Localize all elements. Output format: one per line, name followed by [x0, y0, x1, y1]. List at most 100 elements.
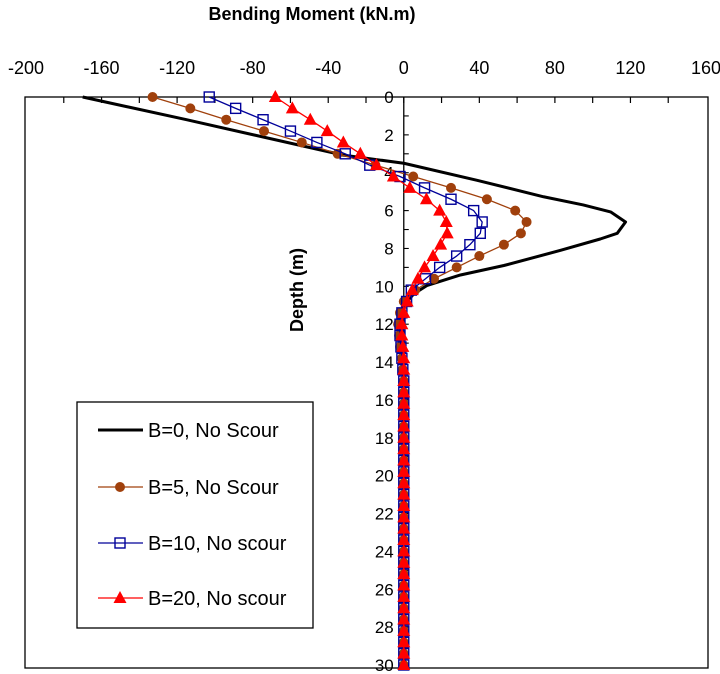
data-point	[403, 180, 417, 193]
data-point	[446, 182, 456, 193]
data-point	[203, 91, 215, 103]
data-point	[221, 114, 232, 125]
data-point	[440, 226, 454, 239]
data-point	[397, 419, 411, 432]
data-point	[411, 271, 425, 284]
x-tick-label: -80	[240, 58, 266, 78]
x-tick-label: 40	[469, 58, 489, 78]
data-point	[418, 260, 432, 273]
data-point	[268, 90, 282, 102]
data-point	[433, 203, 447, 216]
data-point	[397, 544, 411, 557]
data-point	[450, 250, 463, 262]
data-point	[397, 408, 411, 421]
data-point	[185, 103, 196, 114]
data-point	[397, 521, 411, 534]
data-point	[419, 192, 433, 205]
data-point	[339, 148, 351, 160]
y-tick-label: 26	[375, 580, 394, 599]
data-point	[510, 205, 521, 216]
data-point	[397, 430, 411, 443]
x-tick-label: 120	[615, 58, 645, 78]
data-point	[521, 216, 532, 227]
data-point	[474, 227, 486, 240]
data-point	[476, 216, 488, 228]
y-tick-label: 0	[384, 88, 393, 107]
data-point	[303, 112, 317, 125]
y-tick-label: 10	[375, 277, 394, 296]
data-point	[396, 339, 410, 352]
data-point	[397, 555, 411, 568]
legend-label: B=20, No scour	[148, 588, 287, 610]
x-tick-label: 0	[399, 58, 409, 78]
data-point	[397, 646, 411, 659]
x-tick-label: 160	[691, 58, 720, 78]
data-point	[147, 92, 158, 102]
data-point	[259, 126, 269, 137]
data-point	[397, 442, 411, 455]
data-point	[311, 136, 323, 149]
data-point	[397, 487, 411, 500]
data-point	[397, 601, 411, 614]
data-point	[229, 102, 242, 115]
data-point	[498, 239, 509, 250]
y-tick-label: 30	[375, 656, 394, 674]
data-point	[434, 237, 448, 250]
data-point	[397, 510, 411, 523]
series-3	[268, 90, 454, 670]
data-point	[386, 169, 400, 182]
x-tick-label: -160	[84, 58, 120, 78]
data-point	[429, 273, 439, 284]
data-point	[257, 114, 269, 126]
data-point	[395, 317, 409, 330]
data-point	[397, 498, 411, 511]
chart-title: Bending Moment (kN.m)	[209, 4, 416, 24]
legend-item: B=20, No scour	[98, 588, 287, 610]
y-tick-label: 24	[375, 542, 394, 561]
data-point	[397, 476, 411, 489]
x-tick-label: -120	[159, 58, 195, 78]
y-tick-label: 2	[384, 126, 393, 145]
data-point	[296, 137, 307, 148]
y-tick-label: 8	[384, 239, 393, 258]
y-tick-label: 16	[375, 391, 394, 410]
data-point	[397, 578, 411, 591]
data-point	[451, 262, 462, 273]
data-point	[464, 238, 476, 251]
data-point	[397, 658, 411, 670]
data-point	[397, 362, 411, 375]
legend-item: B=5, No Scour	[98, 477, 279, 499]
data-point	[397, 567, 411, 580]
y-tick-label: 22	[375, 505, 394, 524]
x-tick-label: 80	[545, 58, 565, 78]
data-point	[353, 146, 367, 159]
y-tick-label: 6	[384, 202, 393, 221]
y-axis-label: Depth (m)	[287, 248, 307, 332]
data-point	[397, 623, 411, 636]
data-point	[397, 635, 411, 648]
data-point	[467, 204, 480, 217]
legend-label: B=0, No Scour	[148, 420, 279, 442]
data-point	[397, 374, 411, 386]
y-tick-label: 18	[375, 429, 394, 448]
data-point	[400, 294, 414, 307]
data-point	[369, 158, 383, 171]
data-point	[405, 283, 419, 296]
legend-label: B=10, No scour	[148, 533, 287, 555]
data-point	[397, 464, 411, 477]
data-point	[397, 396, 411, 409]
data-point	[285, 101, 299, 114]
legend-marker	[114, 537, 126, 549]
data-point	[515, 228, 526, 239]
data-point	[408, 171, 419, 182]
y-tick-label: 28	[375, 618, 394, 637]
data-point	[481, 194, 492, 205]
data-point	[397, 533, 411, 546]
legend: B=0, No Scour B=5, No Scour B=10, No scour…	[76, 401, 314, 629]
x-tick-label: -40	[315, 58, 341, 78]
data-point	[397, 385, 411, 398]
data-point	[397, 612, 411, 625]
legend-marker	[115, 482, 125, 492]
y-tick-label: 12	[375, 315, 394, 334]
